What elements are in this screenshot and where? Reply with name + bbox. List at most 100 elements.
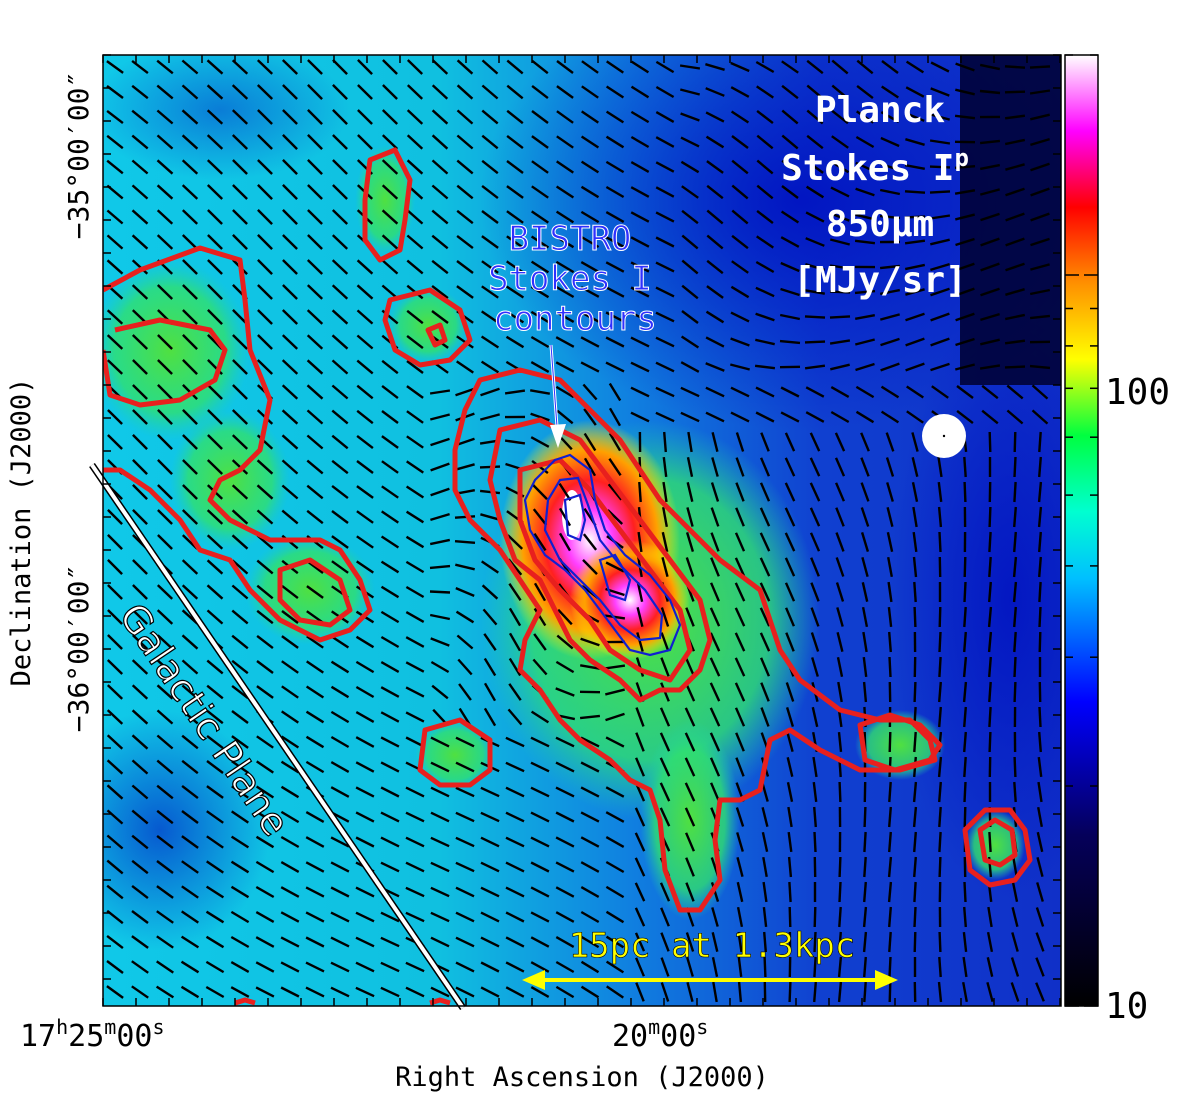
polarization-vector [206, 159, 224, 175]
polarization-vector [131, 134, 149, 150]
polarization-vector [307, 84, 323, 100]
polarization-vector [431, 134, 449, 150]
polarization-vector [480, 986, 500, 998]
polarization-vector [680, 386, 700, 398]
polarization-vector [555, 336, 575, 348]
polarization-vector [880, 385, 900, 399]
polarization-vector [930, 87, 950, 97]
polarization-vector [812, 756, 818, 778]
polarization-vector [555, 786, 575, 798]
polarization-vector [381, 134, 399, 150]
polarization-vector [855, 161, 875, 173]
polarization-vector [131, 259, 149, 275]
polarization-vector [756, 184, 774, 200]
planck-contour [417, 717, 493, 788]
polarization-vector [736, 857, 744, 877]
polarization-vector [533, 607, 547, 627]
polarization-vector [207, 234, 223, 250]
polarization-vector [854, 289, 876, 295]
polarization-vector [963, 456, 967, 478]
polarization-vector [181, 134, 199, 150]
polarization-vector [979, 63, 1001, 71]
polarization-vector [481, 134, 499, 150]
polarization-vector [706, 209, 724, 225]
x-tick-label-1725-h: 17 [20, 1019, 56, 1054]
polarization-vector [605, 236, 625, 248]
polarization-vector [530, 961, 550, 973]
polarization-vector [556, 60, 574, 74]
polarization-vector [405, 961, 425, 973]
polarization-vector [605, 836, 625, 848]
polarization-vector [356, 460, 374, 474]
polarization-vector [829, 339, 851, 345]
polarization-vector [913, 581, 917, 603]
polarization-vector [232, 334, 248, 350]
polarization-vector [281, 434, 299, 450]
polarization-vector [988, 656, 992, 678]
polarization-vector [255, 911, 275, 923]
planck-contour [103, 317, 228, 408]
polarization-vector [912, 531, 918, 553]
polarization-vector [406, 460, 424, 474]
polarization-vector [655, 386, 675, 398]
polarization-vector [681, 234, 699, 250]
polarization-vector [255, 936, 275, 948]
polarization-vector [380, 661, 400, 673]
polarization-vector [1005, 187, 1025, 197]
polarization-vector [458, 707, 472, 727]
polarization-vector [156, 759, 174, 775]
polarization-vector [356, 434, 374, 450]
polarization-vector [938, 806, 942, 828]
polarization-vector [905, 60, 925, 74]
polarization-vector [131, 159, 149, 175]
polarization-vector [406, 385, 424, 399]
polarization-vector [784, 457, 796, 477]
polarization-vector [605, 185, 625, 199]
polarization-vector [206, 609, 224, 625]
polarization-vector [504, 389, 526, 395]
polarization-vector [905, 312, 925, 322]
polarization-vector [905, 86, 925, 98]
polarization-vector [755, 312, 775, 322]
polarization-vector [555, 311, 575, 323]
polarization-vector [836, 632, 844, 652]
polarization-vector [838, 856, 842, 878]
polarization-vector [1038, 431, 1042, 453]
polarization-vector [255, 961, 275, 973]
polarization-vector [281, 635, 299, 649]
polarization-vector [580, 910, 600, 924]
polarization-vector [836, 656, 844, 678]
polarization-vector [230, 935, 250, 949]
polarization-vector [380, 535, 400, 549]
polarization-vector [131, 109, 149, 125]
polarization-vector [356, 560, 374, 574]
polarization-vector [330, 836, 350, 848]
polarization-vector [330, 685, 350, 699]
polarization-vector [281, 484, 299, 500]
polarization-vector [504, 439, 526, 445]
polarization-vector [257, 134, 273, 150]
polarization-vector [107, 509, 123, 525]
polarization-vector [759, 582, 771, 602]
polarization-vector [605, 286, 625, 298]
polarization-vector [280, 911, 300, 923]
polarization-vector [506, 210, 524, 224]
polarization-vector [406, 109, 424, 125]
polarization-vector [157, 459, 173, 475]
polarization-vector [1010, 982, 1020, 1002]
polarization-vector [809, 532, 821, 552]
polarization-vector [888, 781, 892, 803]
polarization-vector [955, 237, 975, 247]
polarization-vector [380, 961, 400, 973]
polarization-vector [131, 609, 149, 625]
polarization-vector [206, 459, 224, 475]
polarization-vector [456, 184, 474, 200]
polarization-vector [231, 609, 249, 625]
polarization-vector [232, 359, 248, 375]
polarization-vector [938, 856, 942, 878]
polarization-vector [131, 84, 149, 100]
polarization-vector [181, 159, 199, 175]
polarization-vector [630, 361, 650, 373]
polarization-vector [181, 684, 199, 700]
polarization-vector [1031, 384, 1049, 400]
